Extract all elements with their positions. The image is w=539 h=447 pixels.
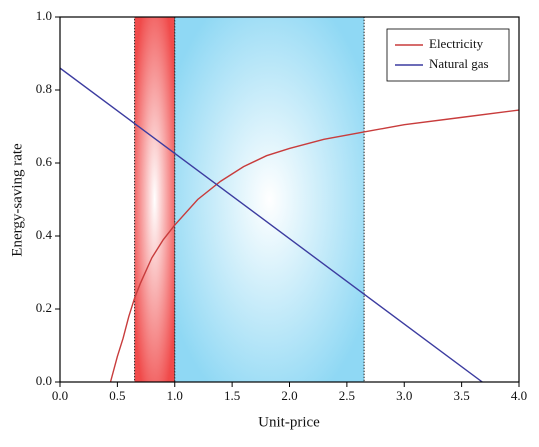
x-axis-label: Unit-price [258, 414, 320, 430]
x-tick-label: 0.5 [109, 388, 125, 403]
y-tick-label: 0.4 [36, 227, 53, 242]
x-tick-label: 1.0 [167, 388, 183, 403]
x-tick-label: 4.0 [511, 388, 527, 403]
legend-label: Electricity [429, 36, 484, 51]
y-axis-label: Energy-saving rate [9, 143, 25, 257]
x-tick-label: 0.0 [52, 388, 68, 403]
x-tick-label: 3.5 [454, 388, 470, 403]
y-tick-label: 0.2 [36, 300, 52, 315]
shaded-band [174, 16, 365, 383]
shaded-band [134, 16, 176, 383]
y-tick-label: 0.8 [36, 81, 52, 96]
y-tick-label: 0.0 [36, 373, 52, 388]
legend-box [386, 28, 510, 82]
legend-label: Natural gas [429, 56, 489, 71]
y-tick-label: 0.6 [36, 154, 53, 169]
x-tick-label: 1.5 [224, 388, 240, 403]
line-series [60, 67, 483, 382]
plot-frame [59, 16, 520, 383]
x-tick-label: 2.5 [339, 388, 355, 403]
x-tick-label: 2.0 [281, 388, 297, 403]
y-tick-label: 1.0 [36, 8, 52, 23]
x-tick-label: 3.0 [396, 388, 412, 403]
line-series [109, 109, 519, 382]
